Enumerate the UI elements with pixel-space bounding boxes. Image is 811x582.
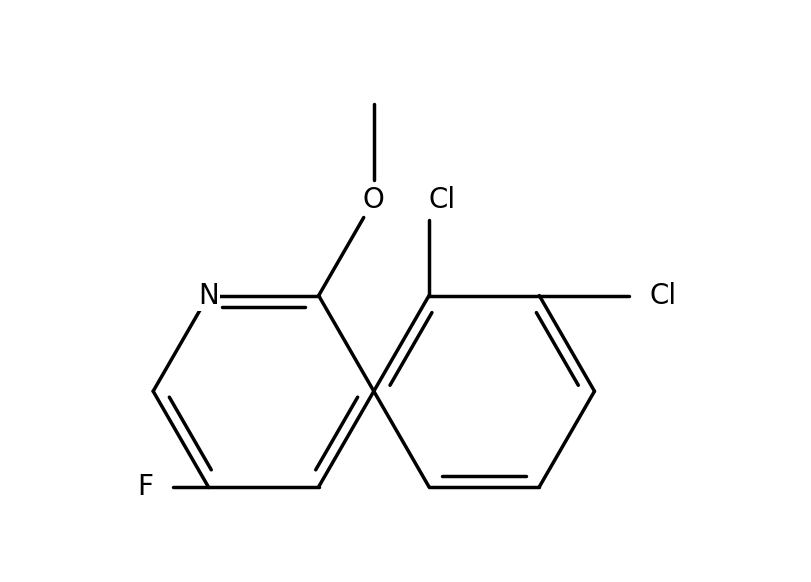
Text: N: N [198, 282, 218, 310]
Text: F: F [137, 473, 153, 501]
Text: Cl: Cl [649, 282, 676, 310]
Text: O: O [363, 186, 384, 214]
Text: Cl: Cl [428, 186, 456, 214]
